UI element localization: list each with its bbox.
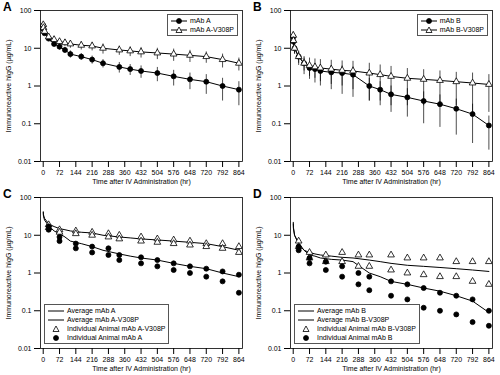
html-text:Individual Animal mAb A: Individual Animal mAb A	[67, 334, 143, 341]
svg-text:360: 360	[119, 356, 131, 363]
html-text:Average mAb B-V308P: Average mAb B-V308P	[317, 316, 390, 323]
svg-text:648: 648	[184, 169, 196, 176]
svg-text:216: 216	[86, 356, 98, 363]
svg-text:648: 648	[184, 356, 196, 363]
svg-text:576: 576	[168, 169, 180, 176]
svg-text:72: 72	[56, 169, 64, 176]
svg-text:Time after IV Administration (: Time after IV Administration (hr)	[342, 365, 441, 373]
svg-text:0.1: 0.1	[22, 120, 32, 127]
svg-text:0.01: 0.01	[268, 158, 282, 165]
svg-text:360: 360	[369, 356, 381, 363]
svg-text:432: 432	[135, 169, 147, 176]
svg-text:144: 144	[70, 356, 82, 363]
svg-text:0: 0	[41, 169, 45, 176]
svg-text:432: 432	[135, 356, 147, 363]
html-text:mAb B-V308P: mAb B-V308P	[439, 26, 484, 33]
html-text:Individual Animal mAb B: Individual Animal mAb B	[317, 334, 393, 341]
svg-text:792: 792	[467, 169, 479, 176]
svg-text:Immunoreactive hIgG (µg/mL): Immunoreactive hIgG (µg/mL)	[255, 226, 263, 319]
html-text:C: C	[3, 187, 12, 201]
svg-text:360: 360	[369, 169, 381, 176]
svg-text:144: 144	[320, 169, 332, 176]
svg-text:648: 648	[434, 169, 446, 176]
html-text:Individual Animal mAb A-V308P: Individual Animal mAb A-V308P	[67, 325, 166, 332]
svg-text:216: 216	[336, 356, 348, 363]
svg-text:792: 792	[217, 169, 229, 176]
svg-text:864: 864	[483, 356, 495, 363]
svg-text:576: 576	[418, 356, 430, 363]
html-text:Average mAb B: Average mAb B	[317, 307, 366, 314]
html-text:A: A	[3, 0, 12, 14]
svg-text:100: 100	[20, 194, 32, 201]
svg-text:0.1: 0.1	[272, 307, 282, 314]
svg-text:100: 100	[20, 7, 32, 14]
svg-text:0: 0	[291, 356, 295, 363]
svg-text:1: 1	[278, 82, 282, 89]
svg-text:864: 864	[483, 169, 495, 176]
svg-text:Immunoreactive hIgG (µg/mL): Immunoreactive hIgG (µg/mL)	[5, 39, 13, 132]
svg-text:144: 144	[70, 169, 82, 176]
svg-text:720: 720	[200, 356, 212, 363]
svg-text:288: 288	[353, 356, 365, 363]
svg-text:Immunoreactive hIgG (µg/mL): Immunoreactive hIgG (µg/mL)	[255, 39, 263, 132]
svg-text:0: 0	[41, 356, 45, 363]
svg-text:792: 792	[217, 356, 229, 363]
html-text:mAb A-V308P: mAb A-V308P	[190, 26, 234, 33]
svg-text:1: 1	[278, 269, 282, 276]
html-text:Average mAb A: Average mAb A	[67, 307, 116, 314]
svg-text:10: 10	[24, 44, 32, 51]
svg-text:144: 144	[320, 356, 332, 363]
svg-text:792: 792	[467, 356, 479, 363]
svg-text:0: 0	[291, 169, 295, 176]
html-text:D: D	[253, 187, 262, 201]
svg-text:288: 288	[103, 356, 115, 363]
html-text:B: B	[253, 0, 262, 14]
svg-text:72: 72	[56, 356, 64, 363]
svg-text:432: 432	[385, 356, 397, 363]
svg-text:720: 720	[450, 169, 462, 176]
svg-text:216: 216	[86, 169, 98, 176]
svg-text:504: 504	[152, 169, 164, 176]
svg-text:0.1: 0.1	[22, 307, 32, 314]
svg-text:100: 100	[270, 7, 282, 14]
svg-text:288: 288	[103, 169, 115, 176]
html-text:mAb B: mAb B	[439, 17, 461, 24]
svg-text:288: 288	[353, 169, 365, 176]
svg-text:1: 1	[28, 269, 32, 276]
svg-text:864: 864	[233, 356, 245, 363]
svg-text:1: 1	[28, 82, 32, 89]
svg-text:360: 360	[119, 169, 131, 176]
svg-text:0.1: 0.1	[272, 120, 282, 127]
svg-text:864: 864	[233, 169, 245, 176]
html-text:Average mAb A-V308P: Average mAb A-V308P	[67, 316, 139, 323]
svg-text:10: 10	[24, 231, 32, 238]
svg-text:0.01: 0.01	[268, 345, 282, 352]
svg-text:Immunoreactive hIgG (µg/mL): Immunoreactive hIgG (µg/mL)	[5, 226, 13, 319]
svg-text:Time after IV Administration (: Time after IV Administration (hr)	[92, 365, 191, 373]
svg-text:576: 576	[418, 169, 430, 176]
svg-text:Time after IV Administration (: Time after IV Administration (hr)	[342, 178, 441, 186]
html-text:mAb A: mAb A	[190, 17, 211, 24]
svg-text:504: 504	[152, 356, 164, 363]
svg-text:216: 216	[336, 169, 348, 176]
svg-text:10: 10	[274, 44, 282, 51]
svg-text:72: 72	[306, 169, 314, 176]
svg-text:504: 504	[402, 169, 414, 176]
svg-text:0.01: 0.01	[18, 345, 32, 352]
svg-text:576: 576	[168, 356, 180, 363]
svg-text:10: 10	[274, 231, 282, 238]
svg-text:720: 720	[200, 169, 212, 176]
svg-text:504: 504	[402, 356, 414, 363]
svg-text:Time after IV Administration (: Time after IV Administration (hr)	[92, 178, 191, 186]
svg-text:72: 72	[306, 356, 314, 363]
svg-text:720: 720	[450, 356, 462, 363]
svg-text:648: 648	[434, 356, 446, 363]
svg-text:432: 432	[385, 169, 397, 176]
svg-text:0.01: 0.01	[18, 158, 32, 165]
html-text:Individual Animal mAb B-V308P: Individual Animal mAb B-V308P	[317, 325, 416, 332]
svg-text:100: 100	[270, 194, 282, 201]
